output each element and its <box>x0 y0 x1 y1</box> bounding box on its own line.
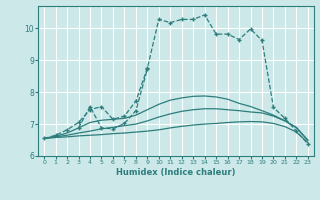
X-axis label: Humidex (Indice chaleur): Humidex (Indice chaleur) <box>116 168 236 177</box>
